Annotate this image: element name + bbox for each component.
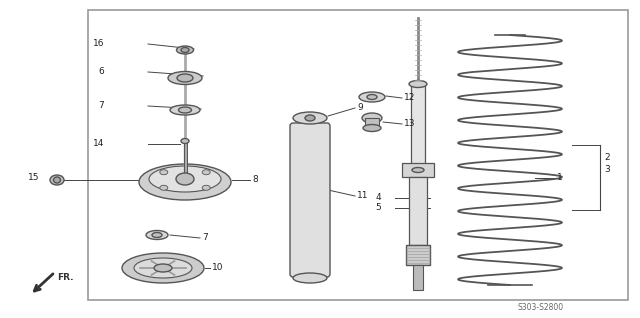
- Text: 15: 15: [28, 172, 40, 182]
- Ellipse shape: [293, 112, 327, 124]
- Text: 3: 3: [604, 165, 610, 175]
- Text: 1: 1: [557, 174, 563, 183]
- Ellipse shape: [305, 115, 315, 121]
- Ellipse shape: [139, 164, 231, 200]
- Ellipse shape: [181, 139, 189, 143]
- Bar: [409, 177, 427, 245]
- Ellipse shape: [160, 170, 168, 175]
- Text: 11: 11: [357, 191, 369, 201]
- Ellipse shape: [122, 253, 204, 283]
- Text: 2: 2: [604, 154, 610, 162]
- Ellipse shape: [54, 177, 61, 183]
- Text: FR.: FR.: [57, 273, 74, 282]
- Bar: [411, 85, 425, 165]
- Text: 7: 7: [99, 101, 104, 110]
- Bar: [402, 163, 434, 177]
- Ellipse shape: [412, 168, 424, 172]
- Ellipse shape: [154, 264, 172, 272]
- Ellipse shape: [149, 166, 221, 192]
- Ellipse shape: [179, 107, 191, 113]
- Ellipse shape: [168, 72, 202, 85]
- Text: 7: 7: [202, 233, 208, 243]
- Text: 4: 4: [376, 193, 381, 203]
- Text: 6: 6: [99, 67, 104, 77]
- Ellipse shape: [146, 231, 168, 239]
- Ellipse shape: [409, 80, 427, 87]
- Ellipse shape: [202, 170, 210, 175]
- Bar: [406, 245, 430, 265]
- Ellipse shape: [362, 113, 382, 123]
- Ellipse shape: [176, 173, 194, 185]
- Ellipse shape: [160, 185, 168, 190]
- Text: 14: 14: [93, 140, 104, 149]
- Text: 9: 9: [357, 103, 363, 113]
- Text: 13: 13: [404, 120, 415, 128]
- Bar: [413, 265, 423, 290]
- Ellipse shape: [177, 74, 193, 82]
- Ellipse shape: [359, 92, 385, 102]
- Ellipse shape: [181, 47, 189, 52]
- Ellipse shape: [367, 94, 377, 100]
- Ellipse shape: [202, 185, 210, 190]
- FancyBboxPatch shape: [290, 123, 330, 277]
- Text: S303-S2800: S303-S2800: [518, 303, 564, 313]
- Ellipse shape: [293, 273, 327, 283]
- Text: 16: 16: [93, 39, 104, 49]
- Bar: [365, 118, 379, 128]
- Ellipse shape: [134, 258, 192, 278]
- Bar: [88, 10, 628, 300]
- Ellipse shape: [152, 232, 162, 238]
- Ellipse shape: [50, 175, 64, 185]
- Ellipse shape: [177, 46, 193, 54]
- Ellipse shape: [170, 105, 200, 115]
- Text: 8: 8: [252, 176, 258, 184]
- Ellipse shape: [363, 125, 381, 132]
- Text: 12: 12: [404, 93, 415, 102]
- Text: 10: 10: [212, 264, 223, 273]
- Text: 5: 5: [375, 204, 381, 212]
